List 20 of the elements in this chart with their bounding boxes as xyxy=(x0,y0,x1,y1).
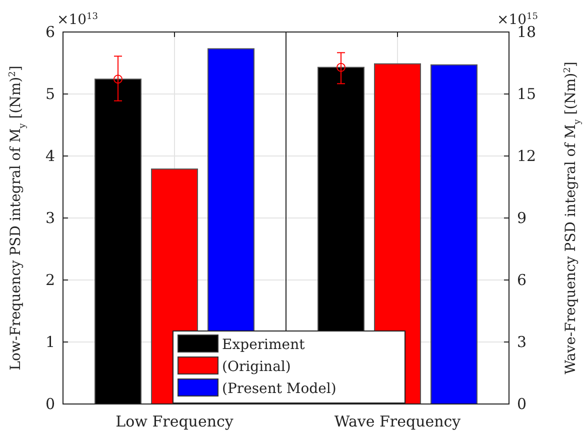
x-tick-label: Low Frequency xyxy=(116,412,234,431)
x-tick-label: Wave Frequency xyxy=(334,412,462,431)
legend-label: (Present Model) xyxy=(222,381,336,397)
y-tick-label: 3 xyxy=(45,208,55,227)
text: ×10$^{13}$ xyxy=(57,12,98,28)
y2-tick-label: 15 xyxy=(517,84,536,103)
y-tick-label: 4 xyxy=(45,146,55,165)
y-tick-label: 2 xyxy=(45,270,55,289)
legend-label: (Original) xyxy=(222,359,291,375)
bar xyxy=(94,78,142,404)
y2-tick-label: 6 xyxy=(517,270,527,289)
y2-tick-label: 0 xyxy=(517,394,527,413)
legend-label: Experiment xyxy=(222,337,306,353)
y-tick-label: 5 xyxy=(45,84,55,103)
y2-tick-label: 9 xyxy=(517,208,527,227)
y2-tick-label: 12 xyxy=(517,146,536,165)
y2-tick-label: 3 xyxy=(517,332,527,351)
y-tick-label: 1 xyxy=(45,332,55,351)
y-tick-label: 0 xyxy=(45,394,55,413)
y-tick-label: 6 xyxy=(45,22,55,41)
